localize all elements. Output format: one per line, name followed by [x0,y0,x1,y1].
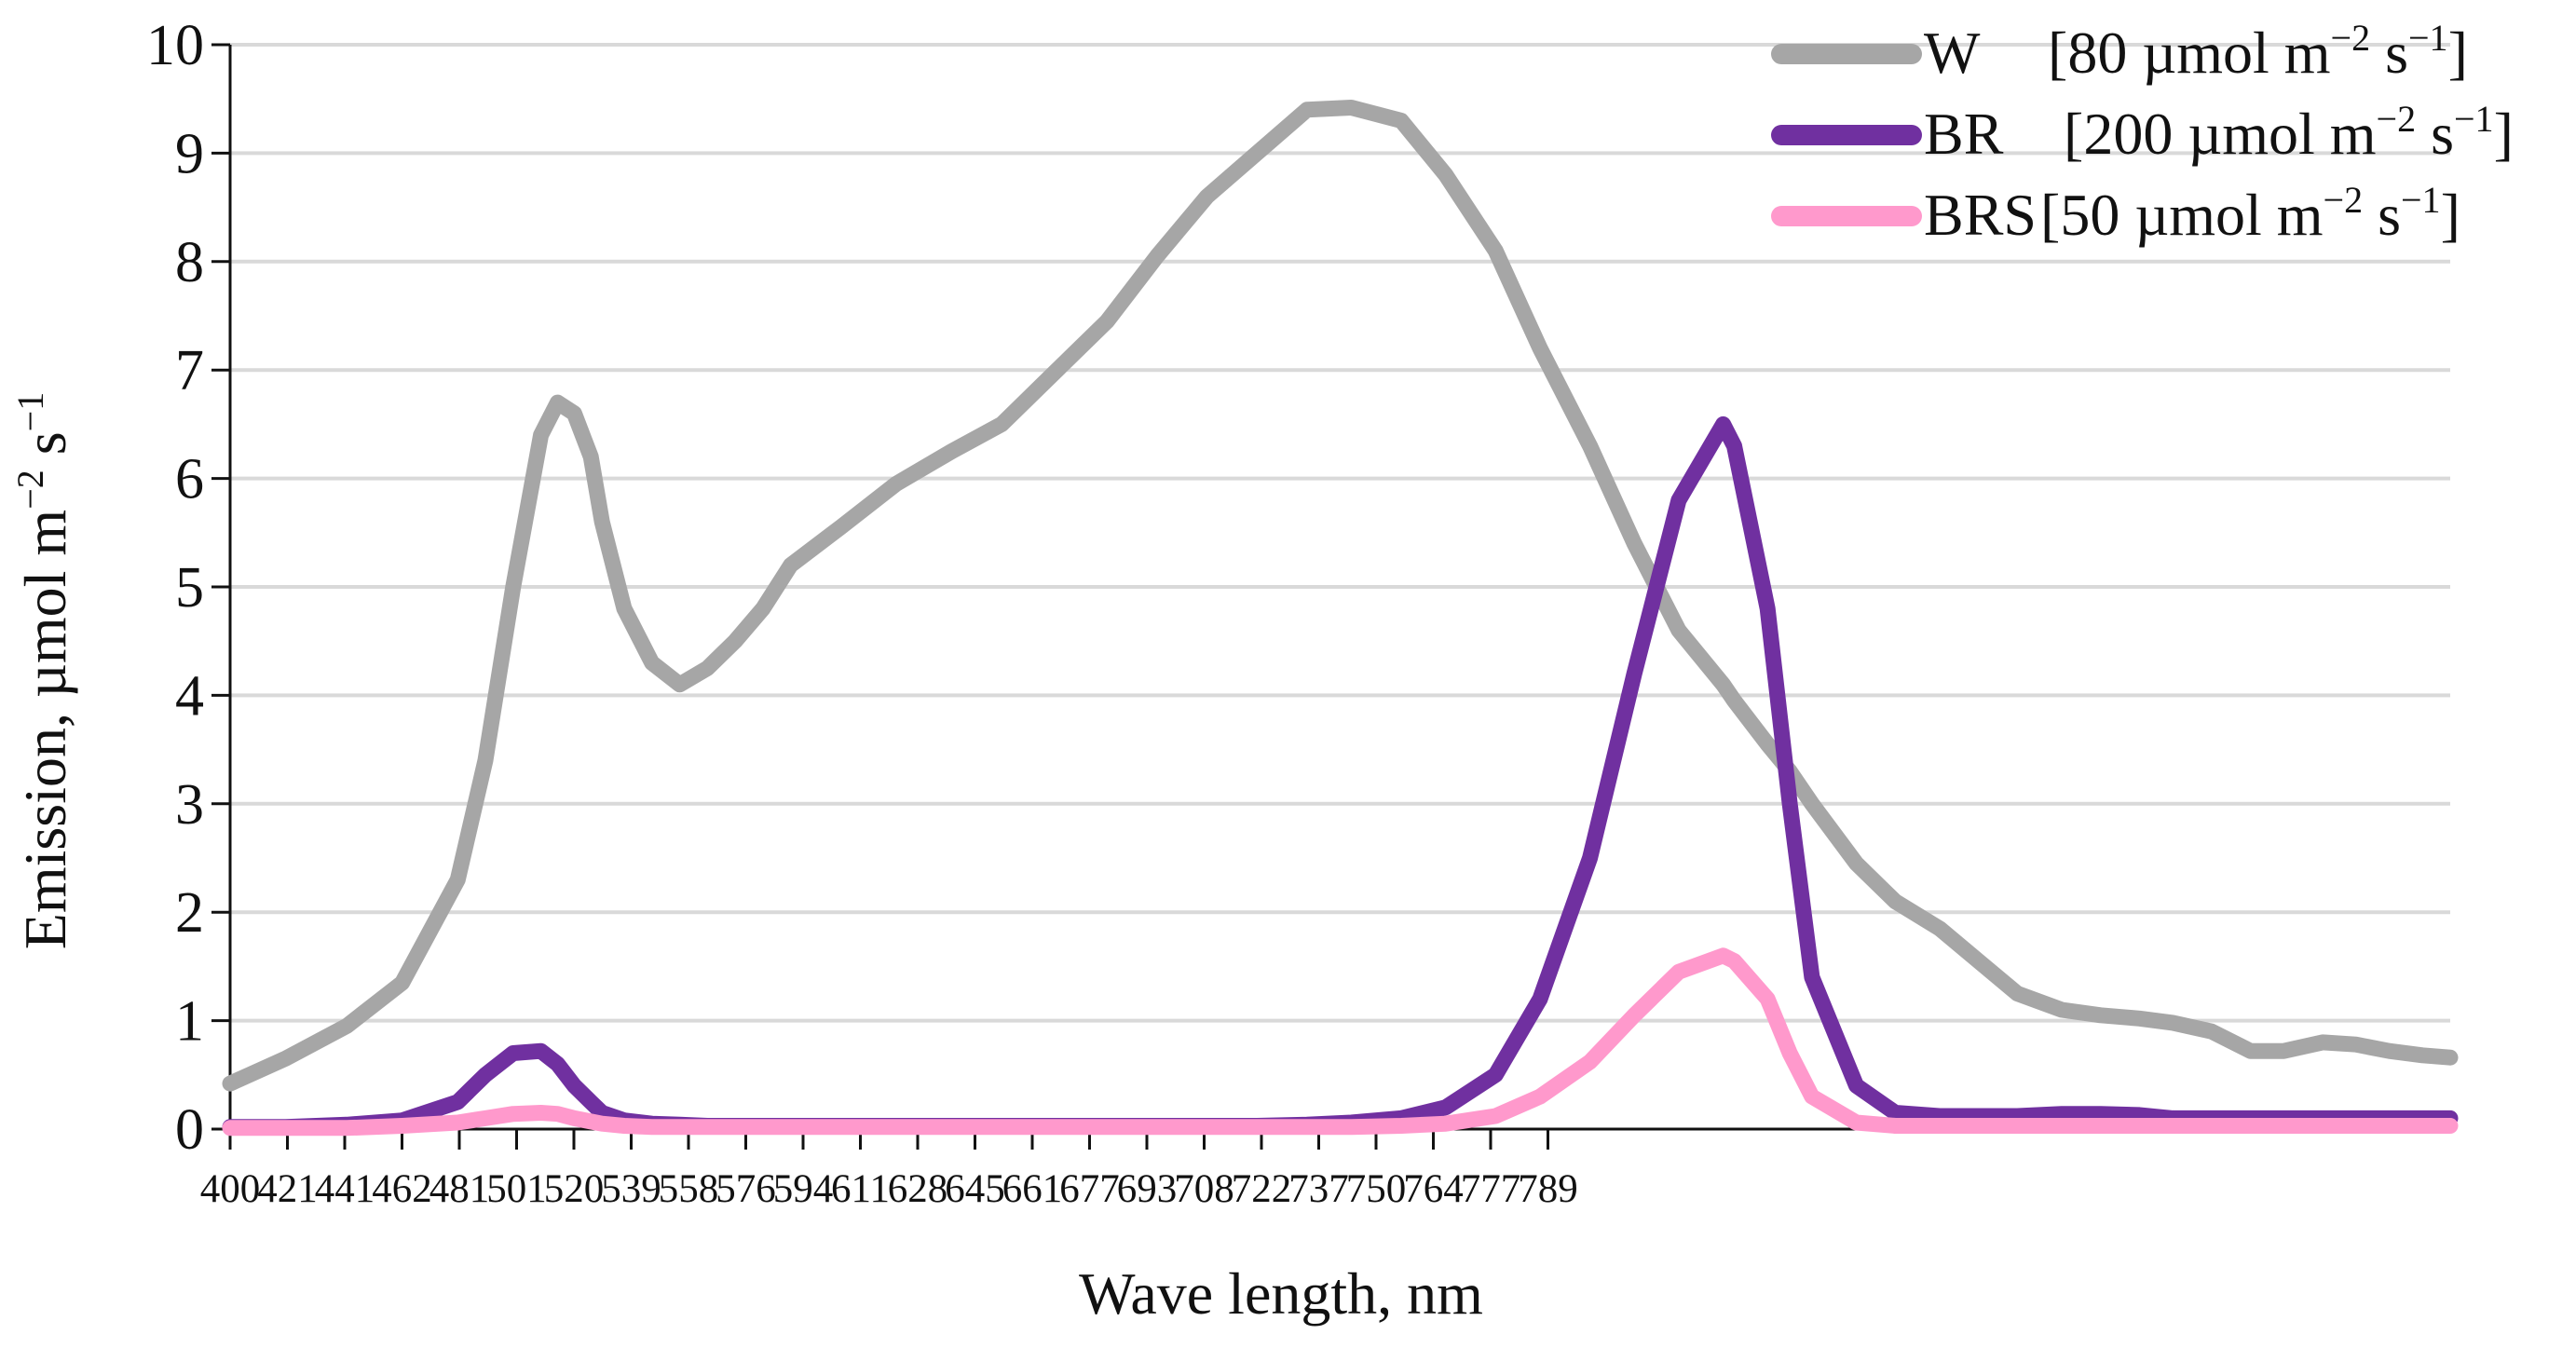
x-tick-label: 737 [1288,1167,1349,1211]
legend-label-w: W [1924,20,1981,86]
x-tick-label: 750 [1346,1167,1407,1211]
y-axis-title: Emission, µmol m−2 s−1 [9,392,78,950]
y-tick-label: 6 [175,448,204,511]
x-tick-label: 520 [544,1167,605,1211]
x-tick-label: 777 [1461,1167,1521,1211]
x-tick-label: 661 [1002,1167,1063,1211]
y-tick-label: 9 [175,122,204,185]
y-tick-label: 2 [175,881,204,945]
x-axis-ticks: 4004214414624815015205395585765946116286… [200,1129,1578,1211]
y-tick-label: 7 [175,339,204,402]
x-tick-label: 539 [601,1167,661,1211]
x-tick-label: 462 [372,1167,432,1211]
x-tick-label: 400 [200,1167,261,1211]
x-tick-label: 576 [716,1167,776,1211]
x-axis-title: Wave length, nm [1079,1260,1483,1327]
x-tick-label: 611 [831,1167,890,1211]
x-tick-label: 708 [1174,1167,1234,1211]
y-tick-label: 1 [175,990,204,1054]
x-tick-label: 628 [888,1167,948,1211]
y-tick-label: 5 [175,556,204,620]
y-tick-label: 10 [146,14,204,77]
y-tick-label: 3 [175,773,204,837]
legend: W [80 µmol m−2 s−1] BR [200 µmol m−2 s−1] BR… [1771,17,2514,248]
x-tick-label: 693 [1117,1167,1178,1211]
legend-unit-w: [80 µmol m−2 s−1] [2048,17,2468,86]
legend-unit-br: [200 µmol m−2 s−1] [2064,98,2514,167]
series-lines [222,100,2459,1137]
x-tick-label: 558 [659,1167,719,1211]
y-axis-ticks: 0 1 2 3 4 5 6 7 8 9 10 [146,14,230,1162]
x-tick-label: 594 [773,1167,834,1211]
series-line-w [222,100,2459,1092]
x-tick-label: 645 [945,1167,1005,1211]
legend-label-brs: BRS [1924,182,2037,248]
y-tick-label: 8 [175,231,204,294]
legend-label-br: BR [1924,101,2004,167]
series-line-brs [222,947,2459,1137]
x-tick-label: 421 [257,1167,318,1211]
x-tick-label: 722 [1232,1167,1292,1211]
y-tick-label: 0 [175,1098,204,1162]
x-tick-label: 501 [486,1167,547,1211]
y-tick-label: 4 [175,664,204,728]
x-tick-label: 764 [1403,1167,1464,1211]
x-tick-label: 789 [1518,1167,1578,1211]
legend-unit-brs: [50 µmol m−2 s−1] [2040,179,2460,248]
x-tick-label: 677 [1059,1167,1120,1211]
x-tick-label: 481 [429,1167,490,1211]
x-tick-label: 441 [315,1167,375,1211]
